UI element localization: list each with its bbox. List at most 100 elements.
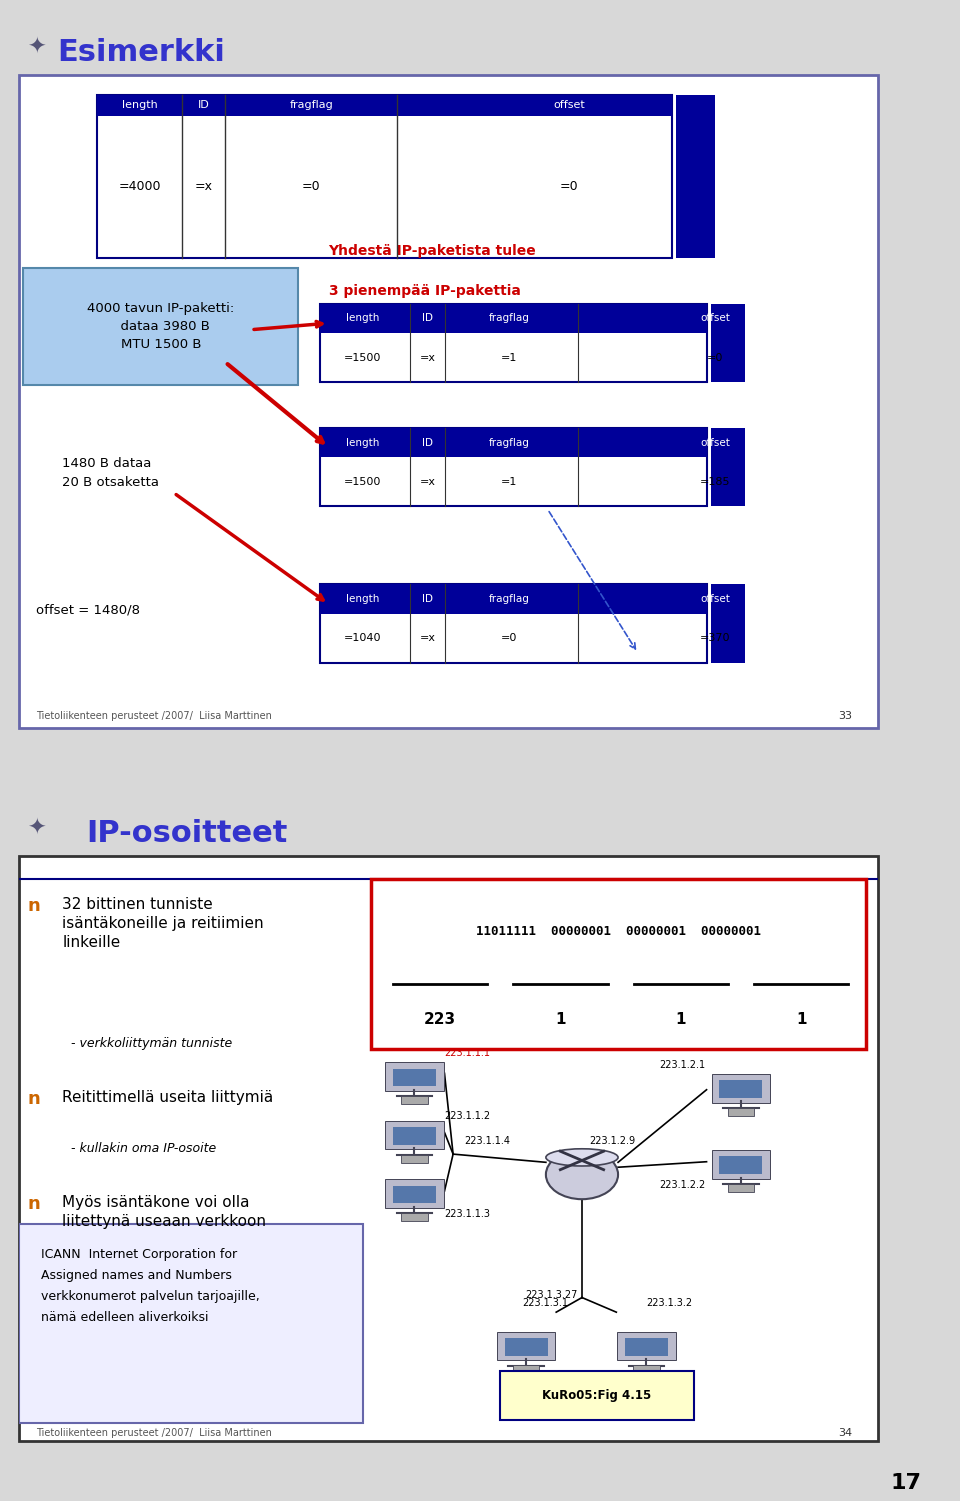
FancyBboxPatch shape <box>500 1370 694 1420</box>
Text: =1040: =1040 <box>344 633 382 644</box>
Text: 1: 1 <box>796 1012 806 1027</box>
FancyBboxPatch shape <box>719 1081 762 1099</box>
Text: 3 pienempää IP-pakettia: 3 pienempää IP-pakettia <box>328 284 520 297</box>
Text: Yhdestä IP-paketista tulee: Yhdestä IP-paketista tulee <box>328 245 537 258</box>
Text: fragflag: fragflag <box>489 437 529 447</box>
FancyBboxPatch shape <box>711 1150 770 1178</box>
Text: offset: offset <box>553 101 585 110</box>
Text: =185: =185 <box>700 477 731 486</box>
Text: n: n <box>28 1090 40 1108</box>
Text: length: length <box>347 437 379 447</box>
Text: 17: 17 <box>891 1474 922 1493</box>
FancyBboxPatch shape <box>23 267 299 386</box>
Text: 1: 1 <box>555 1012 565 1027</box>
Text: 223.1.2.9: 223.1.2.9 <box>589 1136 636 1147</box>
FancyBboxPatch shape <box>320 428 707 506</box>
Text: 33: 33 <box>839 711 852 722</box>
Text: - kullakin oma IP-osoite: - kullakin oma IP-osoite <box>71 1142 216 1156</box>
Text: n: n <box>28 896 40 914</box>
FancyBboxPatch shape <box>505 1337 547 1355</box>
Text: 223.1.1.1: 223.1.1.1 <box>444 1048 491 1058</box>
Text: offset: offset <box>700 314 731 323</box>
Text: n: n <box>28 1195 40 1213</box>
Text: 223.1.2.2: 223.1.2.2 <box>660 1180 706 1190</box>
FancyBboxPatch shape <box>372 880 866 1049</box>
FancyBboxPatch shape <box>728 1108 755 1117</box>
Text: 223: 223 <box>424 1012 456 1027</box>
FancyBboxPatch shape <box>401 1154 427 1163</box>
Text: =x: =x <box>195 180 213 194</box>
Text: 223.1.2.1: 223.1.2.1 <box>660 1060 706 1070</box>
Text: 223.1.3.27: 223.1.3.27 <box>526 1289 578 1300</box>
Circle shape <box>546 1150 618 1199</box>
Text: 11011111  00000001  00000001  00000001: 11011111 00000001 00000001 00000001 <box>476 925 761 938</box>
FancyBboxPatch shape <box>393 1127 436 1145</box>
Text: Tietoliikenteen perusteet /2007/  Liisa Marttinen: Tietoliikenteen perusteet /2007/ Liisa M… <box>36 1427 273 1438</box>
Text: length: length <box>347 314 379 323</box>
FancyBboxPatch shape <box>497 1331 555 1360</box>
Text: - verkkoliittymän tunniste: - verkkoliittymän tunniste <box>71 1037 232 1051</box>
Text: =0: =0 <box>302 180 321 194</box>
Text: =4000: =4000 <box>118 180 160 194</box>
FancyBboxPatch shape <box>634 1366 660 1373</box>
Text: fragflag: fragflag <box>489 594 529 605</box>
FancyBboxPatch shape <box>728 1184 755 1192</box>
FancyBboxPatch shape <box>625 1337 668 1355</box>
FancyBboxPatch shape <box>710 428 745 506</box>
Text: 1: 1 <box>676 1012 686 1027</box>
FancyBboxPatch shape <box>401 1096 427 1105</box>
Text: =0: =0 <box>560 180 579 194</box>
Text: =x: =x <box>420 477 435 486</box>
Text: ICANN  Internet Corporation for
Assigned names and Numbers
verkkonumerot palvelu: ICANN Internet Corporation for Assigned … <box>40 1247 259 1324</box>
FancyBboxPatch shape <box>97 95 672 116</box>
FancyBboxPatch shape <box>320 584 707 614</box>
Text: =x: =x <box>420 353 435 363</box>
FancyBboxPatch shape <box>385 1121 444 1150</box>
FancyBboxPatch shape <box>320 303 707 381</box>
Text: =0: =0 <box>707 353 723 363</box>
Text: 223.1.3.1: 223.1.3.1 <box>522 1298 567 1309</box>
FancyBboxPatch shape <box>710 584 745 663</box>
Text: =1: =1 <box>501 477 517 486</box>
FancyBboxPatch shape <box>320 303 707 333</box>
Text: offset = 1480/8: offset = 1480/8 <box>36 603 140 617</box>
Text: KuRo05:Fig 4.15: KuRo05:Fig 4.15 <box>542 1390 652 1402</box>
FancyBboxPatch shape <box>401 1213 427 1222</box>
Text: ✦: ✦ <box>27 818 45 839</box>
FancyBboxPatch shape <box>710 303 745 381</box>
Text: =x: =x <box>420 633 435 644</box>
FancyBboxPatch shape <box>677 95 715 258</box>
Text: =370: =370 <box>700 633 731 644</box>
Text: offset: offset <box>700 437 731 447</box>
Text: 223.1.1.3: 223.1.1.3 <box>444 1210 491 1219</box>
Text: offset: offset <box>700 594 731 605</box>
Text: =1500: =1500 <box>345 353 381 363</box>
Text: IP-osoitteet: IP-osoitteet <box>86 818 288 848</box>
Text: ✦: ✦ <box>27 38 45 59</box>
Text: Esimerkki: Esimerkki <box>58 38 226 68</box>
FancyBboxPatch shape <box>711 1075 770 1103</box>
FancyBboxPatch shape <box>719 1156 762 1174</box>
Text: length: length <box>347 594 379 605</box>
Text: Tietoliikenteen perusteet /2007/  Liisa Marttinen: Tietoliikenteen perusteet /2007/ Liisa M… <box>36 711 273 722</box>
FancyBboxPatch shape <box>393 1186 436 1204</box>
FancyBboxPatch shape <box>320 428 707 458</box>
Text: ID: ID <box>198 101 210 110</box>
Text: 223.1.1.2: 223.1.1.2 <box>444 1111 491 1121</box>
FancyBboxPatch shape <box>320 584 707 663</box>
Text: 4000 tavun IP-paketti:
  dataa 3980 B
MTU 1500 B: 4000 tavun IP-paketti: dataa 3980 B MTU … <box>87 302 234 351</box>
FancyBboxPatch shape <box>385 1180 444 1208</box>
Text: =1: =1 <box>501 353 517 363</box>
Text: 1480 B dataa
20 B otsaketta: 1480 B dataa 20 B otsaketta <box>62 458 159 489</box>
Text: fragflag: fragflag <box>489 314 529 323</box>
Text: ID: ID <box>421 594 433 605</box>
Ellipse shape <box>546 1148 618 1166</box>
Text: 223.1.3.2: 223.1.3.2 <box>646 1298 692 1309</box>
Text: ID: ID <box>421 314 433 323</box>
FancyBboxPatch shape <box>19 75 878 728</box>
FancyBboxPatch shape <box>97 95 672 258</box>
Text: length: length <box>122 101 157 110</box>
FancyBboxPatch shape <box>19 1225 363 1423</box>
Text: Myös isäntäkone voi olla
liitettynä useaan verkkoon: Myös isäntäkone voi olla liitettynä usea… <box>62 1195 266 1229</box>
Text: fragflag: fragflag <box>290 101 333 110</box>
